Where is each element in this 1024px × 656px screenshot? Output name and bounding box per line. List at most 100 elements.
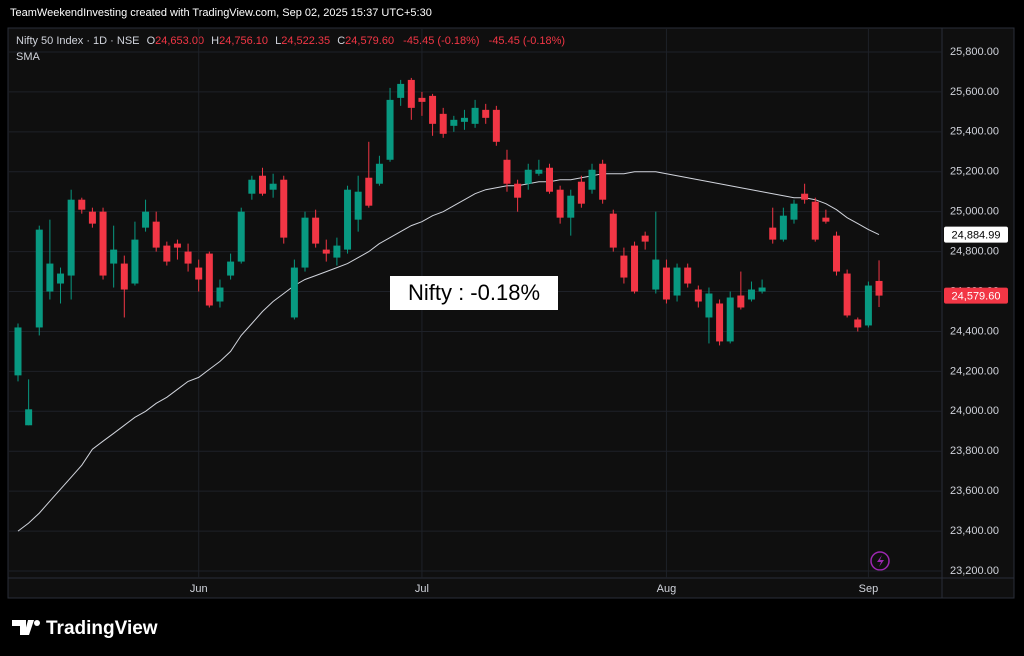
legend-value: 24,522.35 [281,35,330,47]
candle [344,185,352,254]
tradingview-logo: TradingView [12,618,158,639]
candle-body [822,217,830,222]
candle-body [301,217,309,268]
candle [227,253,235,280]
y-tick-label: 24,200.00 [950,365,999,377]
candle [641,231,649,250]
y-tick-label: 23,600.00 [950,485,999,497]
candle-body [588,169,596,190]
x-tick-label: Jul [415,583,429,595]
candle-body [716,303,724,342]
candle-body [471,107,479,124]
candle-body [450,119,458,126]
candle [609,209,617,252]
candle [801,183,809,204]
candle-body [599,163,607,200]
candle [620,247,628,284]
candle [737,271,745,310]
candle-body [429,95,437,124]
y-tick-label: 24,000.00 [950,405,999,417]
y-tick-label: 25,600.00 [950,86,999,98]
candle-body [790,203,798,220]
candle-body [673,267,681,296]
candle [854,317,862,332]
candle-body [652,259,660,290]
alert-bolt[interactable] [877,555,884,567]
candle-body [163,245,171,262]
candle-body [705,293,713,318]
candle [864,281,872,328]
candle [546,163,553,194]
candle-body [57,273,65,284]
candle-body [397,83,405,98]
candle [173,239,181,260]
candle-body [35,229,43,328]
candle [205,251,213,308]
candle-body [354,191,362,220]
candle [524,163,532,190]
candle-body [546,167,553,192]
alert-circle[interactable] [870,551,890,571]
legend-key: O [147,35,156,47]
candle [471,99,479,128]
candle [142,199,150,232]
candle-body [684,267,692,284]
candle-body [269,183,277,190]
candle [184,243,192,272]
candle [312,209,320,248]
candle [418,91,426,116]
credit: TeamWeekendInvesting created with Tradin… [10,7,432,19]
candle [237,207,245,264]
candle [567,189,575,236]
candle [588,163,596,194]
price-label: 24,579.60 [952,291,1001,303]
x-tick-label: Sep [859,583,879,595]
candle [705,287,713,344]
candle [99,207,107,280]
candle-body [280,179,288,238]
candle [599,159,607,204]
candle [811,197,819,242]
candle [652,211,660,294]
candle [460,109,468,130]
legend: Nifty 50 Index · 1D · NSE O24,653.00 H24… [16,35,565,47]
candle-body [503,159,511,184]
candle-body [110,249,118,264]
candle [375,155,383,186]
candle-body [14,327,22,376]
candle-body [801,193,809,200]
candle [769,207,777,244]
candle-body [524,169,532,184]
y-tick-label: 24,800.00 [950,246,999,258]
candle-body [88,211,96,224]
candle [779,207,787,242]
candle [110,225,118,288]
candle-body [864,285,872,326]
candle [694,285,702,308]
alert-icon[interactable] [870,551,890,571]
candle-body [184,251,192,264]
legend-value: 24,653.00 [155,35,204,47]
candle [492,105,500,146]
candle-body [567,195,575,218]
candle [429,93,437,136]
candle [716,299,724,346]
candle [301,211,309,272]
candle [726,291,734,344]
candle-body [514,183,522,198]
candle [790,199,798,224]
candle-body [854,319,862,328]
candle-body [609,213,617,248]
candle-body [726,297,734,342]
candle [258,167,266,196]
legend-key: L [275,35,281,47]
candle [397,79,405,106]
candle-body [556,189,564,218]
candle-body [258,175,266,194]
indicator-label: SMA [16,51,41,63]
candle-body [290,267,298,318]
candle-body [152,221,160,248]
candle-body [99,211,107,276]
candle-body [769,227,777,240]
